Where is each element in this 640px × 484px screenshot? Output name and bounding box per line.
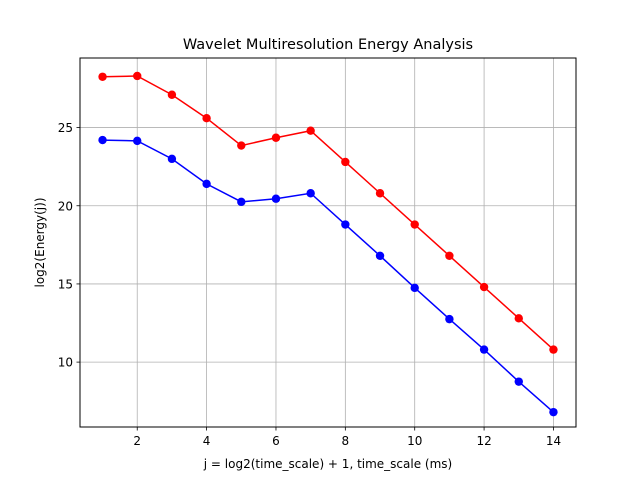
data-point (410, 220, 419, 229)
x-tick-label: 8 (342, 434, 350, 448)
grid-lines (80, 58, 576, 427)
data-point (549, 345, 558, 354)
data-point (514, 314, 523, 323)
axis-ticks: 2 4 6 8 10 12 14 10 15 20 25 (58, 121, 561, 448)
x-axis-label: j = log2(time_scale) + 1, time_scale (ms… (203, 457, 452, 471)
data-point (375, 251, 385, 260)
series-layer (98, 71, 558, 417)
series-2 (98, 135, 558, 417)
data-point (133, 71, 142, 81)
data-point (306, 189, 315, 198)
data-point (445, 314, 454, 324)
x-tick-label: 2 (133, 434, 141, 448)
y-tick-label: 15 (58, 277, 73, 291)
x-tick-label: 6 (272, 434, 280, 448)
data-point (479, 282, 489, 292)
x-tick-label: 4 (203, 434, 211, 448)
data-point (549, 407, 558, 417)
data-point (202, 113, 211, 123)
series-1 (98, 71, 558, 354)
data-point (306, 126, 315, 135)
x-tick-label: 10 (407, 434, 422, 448)
data-point (202, 179, 211, 189)
series-line (102, 75, 554, 351)
data-point (341, 220, 350, 229)
data-point (237, 197, 246, 207)
y-tick-label: 25 (58, 121, 73, 135)
data-point (514, 377, 523, 386)
data-point (341, 157, 350, 167)
chart-title: Wavelet Multiresolution Energy Analysis (183, 37, 473, 53)
y-tick-label: 20 (58, 199, 73, 213)
x-tick-label: 12 (476, 434, 491, 448)
data-point (479, 345, 489, 354)
data-point (271, 194, 281, 203)
data-point (410, 283, 419, 293)
plot-frame (79, 57, 577, 428)
data-point (133, 136, 142, 146)
y-tick-label: 10 (58, 356, 73, 370)
data-point (271, 133, 281, 142)
data-point (167, 154, 177, 164)
series-line (102, 139, 554, 413)
data-point (375, 189, 385, 198)
data-point (98, 72, 107, 81)
data-point (237, 141, 246, 150)
x-tick-label: 14 (546, 434, 561, 448)
data-point (445, 251, 454, 260)
data-point (167, 90, 177, 99)
data-point (98, 135, 107, 145)
y-axis-label: log2(Energy(j)) (33, 198, 47, 288)
